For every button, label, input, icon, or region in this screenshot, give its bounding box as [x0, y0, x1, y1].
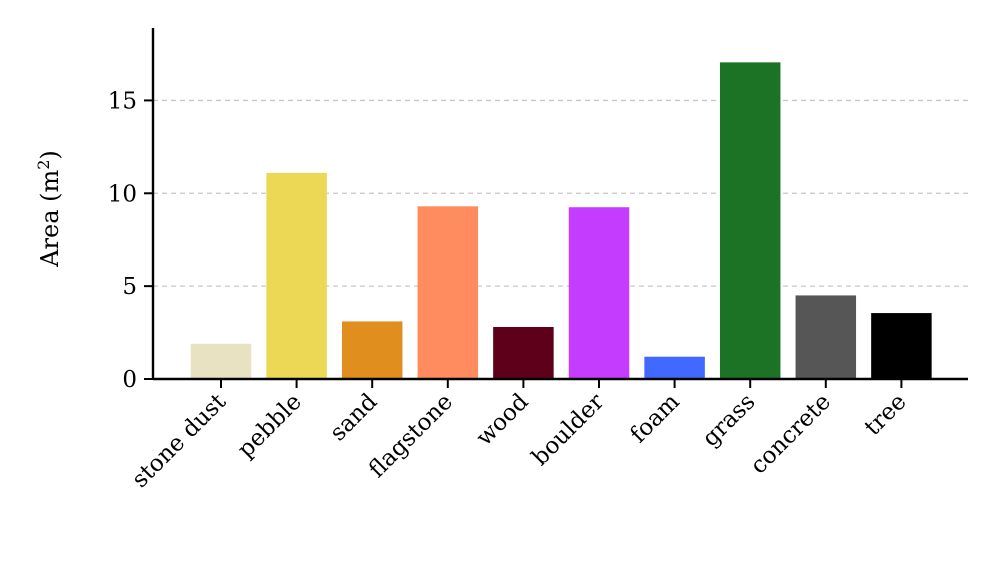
bars: [190, 62, 932, 379]
x-tick-label: foam: [626, 389, 685, 448]
x-tick-label: grass: [697, 389, 760, 452]
y-axis-title: Area (m2): [34, 150, 64, 268]
bar-sand: [341, 321, 403, 379]
y-tick-label: 15: [108, 88, 137, 114]
bar-boulder: [568, 207, 630, 379]
x-tick-label: boulder: [527, 389, 609, 471]
bar-concrete: [795, 295, 857, 379]
x-tick-label: pebble: [233, 389, 307, 463]
x-tick-label: concrete: [746, 389, 836, 479]
x-tick-label: wood: [471, 389, 533, 451]
bar-wood: [493, 327, 554, 379]
x-tick-label: sand: [325, 389, 383, 447]
x-tick-label: tree: [860, 389, 912, 441]
y-tick-label: 0: [122, 367, 137, 393]
bar-grass: [719, 62, 781, 379]
y-tick-label: 10: [108, 181, 137, 207]
y-tick-label: 5: [122, 274, 137, 300]
bar-stone-dust: [190, 343, 252, 379]
y-ticks: 0 5 10 15: [108, 88, 153, 393]
bar-pebble: [266, 172, 327, 379]
bar-tree: [871, 313, 932, 379]
x-tick-label: stone dust: [127, 388, 232, 493]
bar-flagstone: [417, 206, 479, 379]
bar-foam: [644, 356, 705, 379]
